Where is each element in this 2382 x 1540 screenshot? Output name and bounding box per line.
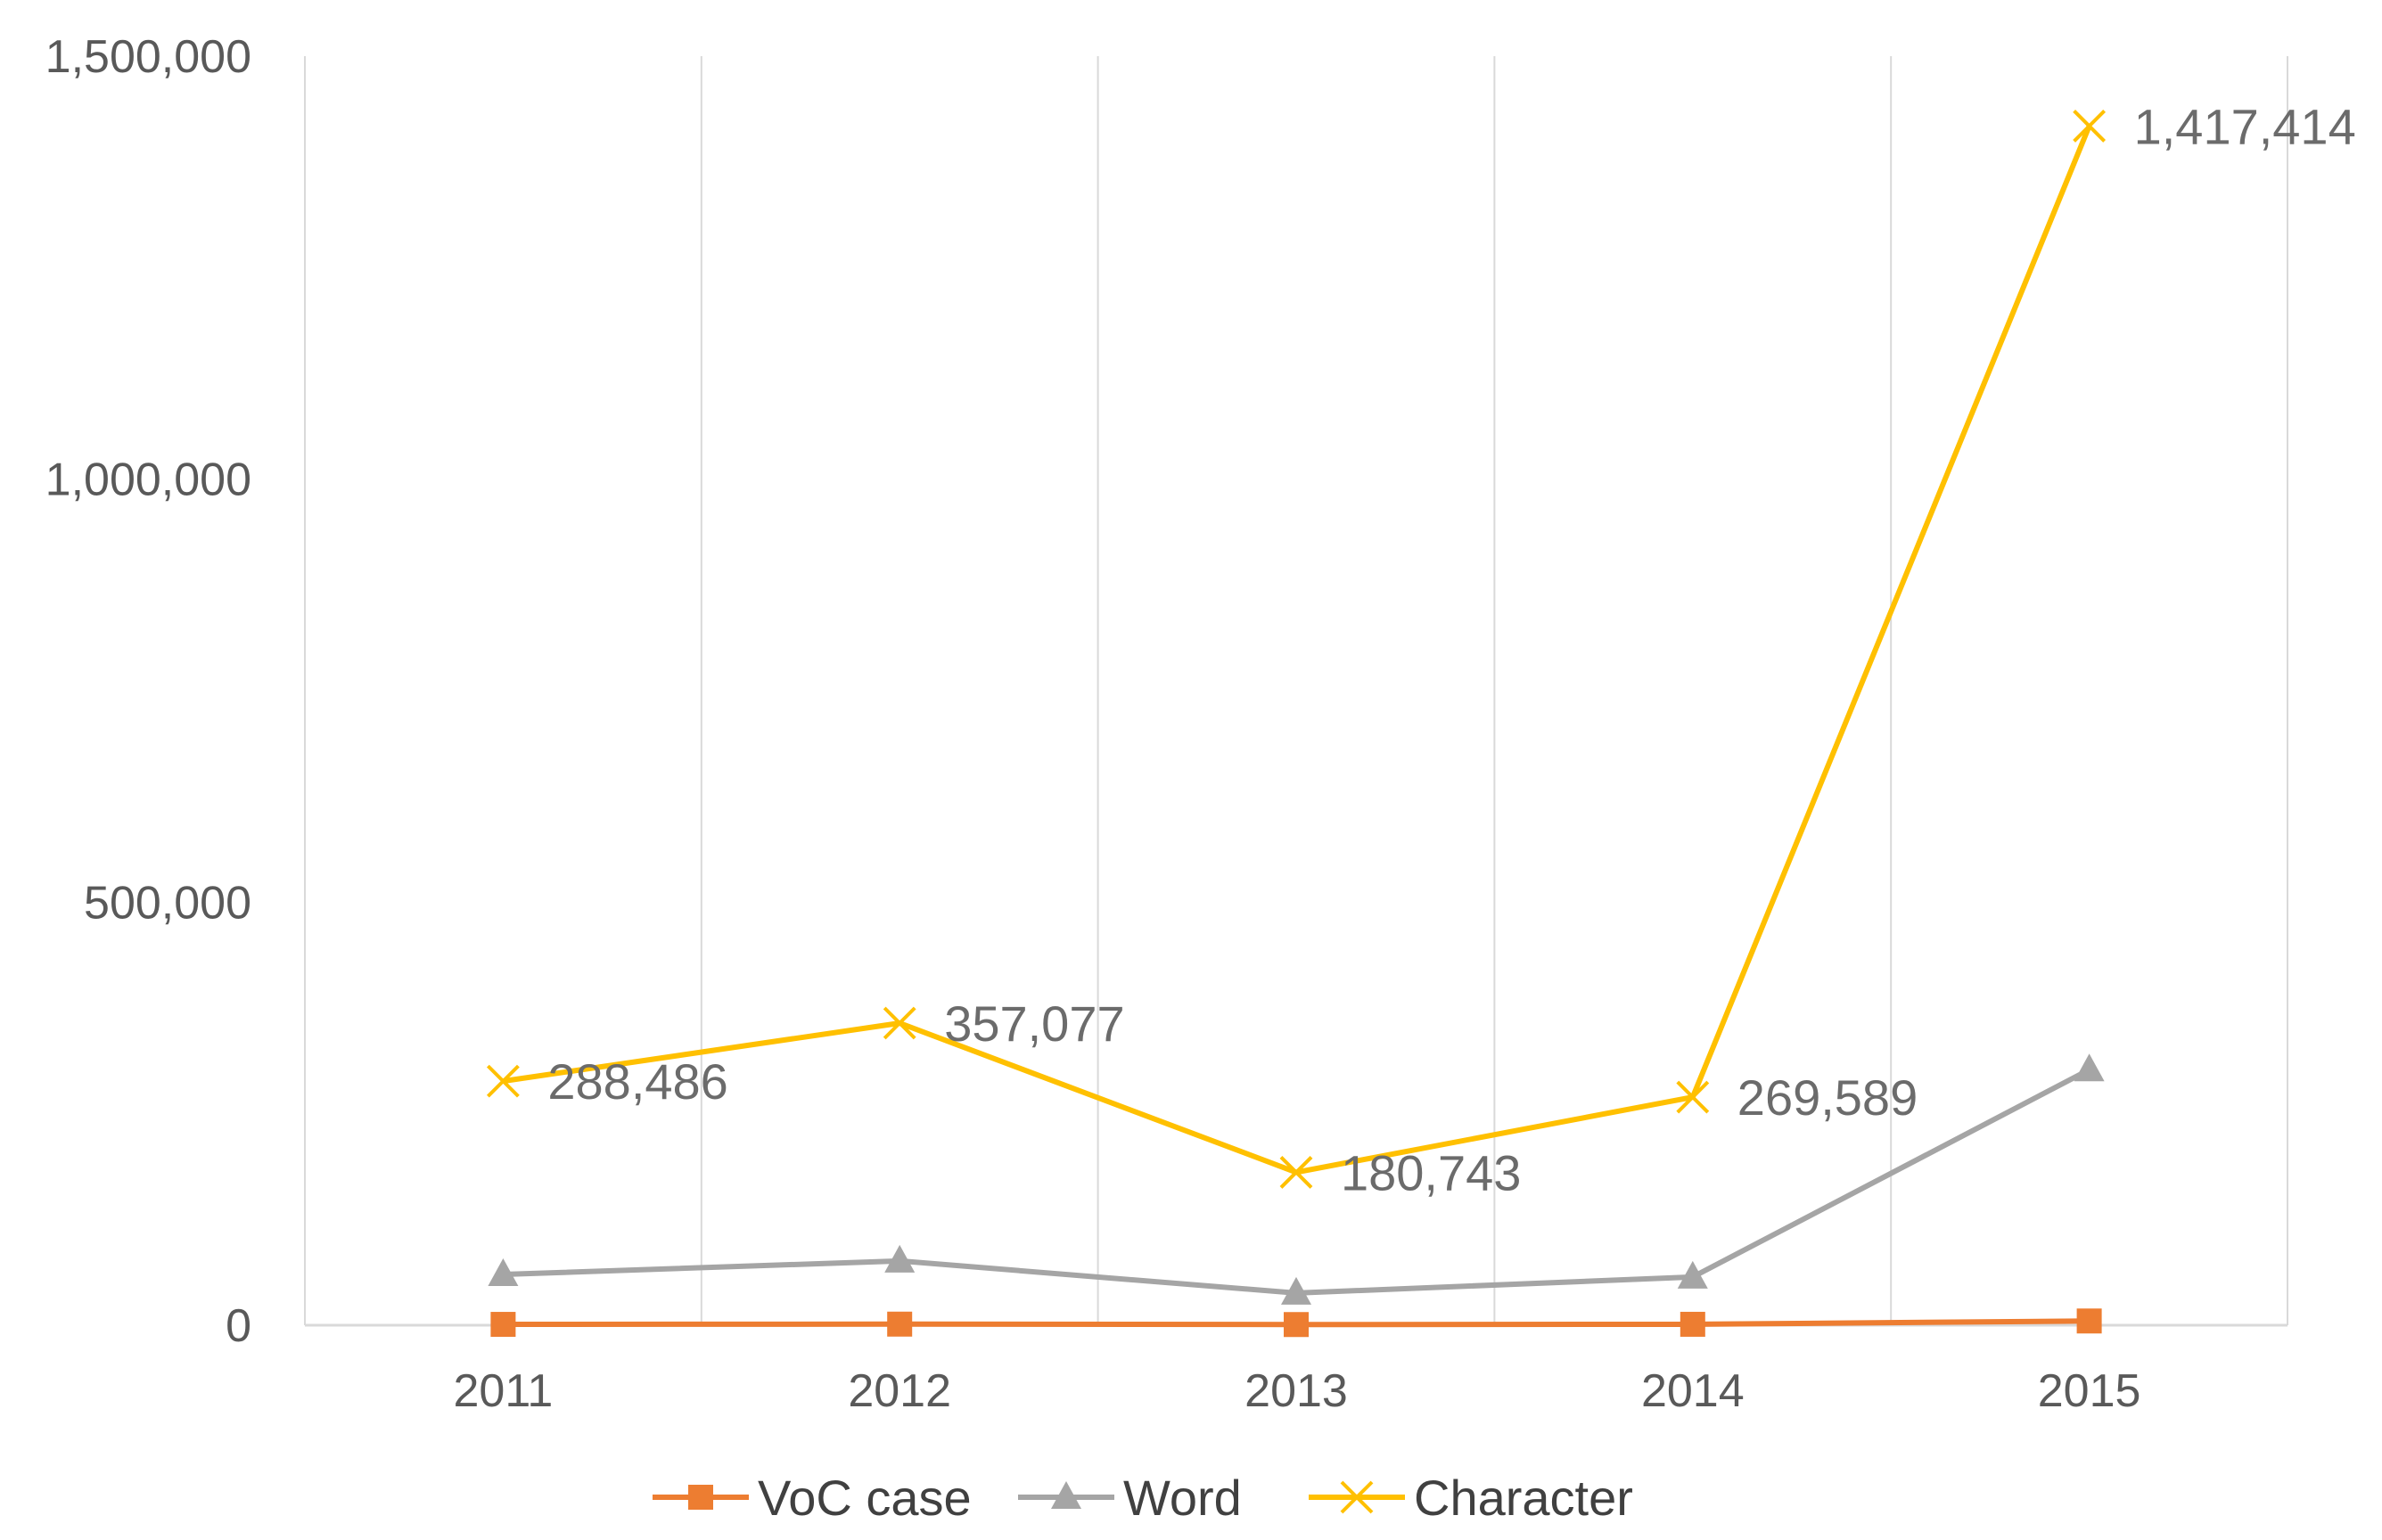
character-line	[502, 125, 2092, 1175]
y-tick-label: 1,500,000	[45, 31, 251, 83]
word-marker	[884, 1244, 916, 1273]
legend-item-word: Word	[1018, 1470, 1242, 1526]
x-tick-label: 2015	[2038, 1365, 2141, 1417]
legend-label: Word	[1123, 1470, 1242, 1526]
voc-case-marker	[887, 1311, 913, 1337]
y-tick-label: 0	[226, 1300, 251, 1352]
character-data-label: 1,417,414	[2134, 98, 2356, 154]
legend: VoC case Word Character	[653, 1470, 1633, 1526]
x-tick-label: 2013	[1244, 1365, 1348, 1417]
voc-case-marker	[1284, 1312, 1309, 1338]
x-tick-label: 2012	[848, 1365, 951, 1417]
word-series	[488, 1053, 2105, 1305]
voc-case-series	[490, 1308, 2102, 1338]
voc-case-marker	[1680, 1311, 1705, 1337]
voc-case-marker	[2076, 1308, 2102, 1334]
series-group	[486, 109, 2107, 1338]
character-marker	[883, 1006, 916, 1040]
legend-label: VoC case	[758, 1470, 972, 1526]
character-marker	[2073, 109, 2107, 143]
word-marker	[1677, 1260, 1708, 1289]
character-data-label: 357,077	[944, 995, 1124, 1052]
x-tick-label: 2011	[453, 1365, 553, 1417]
character-data-label: 269,589	[1737, 1069, 1918, 1126]
data-labels: 288,486 357,077 180,743 269,589 1,417,414	[547, 98, 2355, 1200]
y-tick-label: 500,000	[84, 877, 251, 929]
character-series	[486, 109, 2107, 1189]
legend-voc-case-marker	[688, 1485, 713, 1510]
character-marker	[1676, 1080, 1710, 1114]
legend-item-voc-case: VoC case	[653, 1470, 972, 1526]
character-marker	[1279, 1155, 1313, 1189]
legend-label: Character	[1414, 1470, 1633, 1526]
gridlines	[304, 56, 2288, 1325]
legend-character-marker	[1340, 1480, 1374, 1514]
word-marker	[1281, 1276, 1311, 1305]
voc-case-marker	[490, 1312, 516, 1338]
character-marker	[486, 1064, 520, 1098]
y-tick-label: 1,000,000	[45, 455, 251, 506]
legend-item-character: Character	[1309, 1470, 1633, 1526]
word-marker	[488, 1258, 519, 1287]
axes: 0 500,000 1,000,000 1,500,000 2011 2012 2013 20…	[45, 31, 2288, 1417]
legend-word-marker	[1051, 1481, 1081, 1509]
x-tick-label: 2014	[1641, 1365, 1745, 1417]
character-data-label: 180,743	[1341, 1144, 1521, 1200]
word-marker	[2074, 1053, 2105, 1082]
character-data-label: 288,486	[547, 1053, 727, 1110]
